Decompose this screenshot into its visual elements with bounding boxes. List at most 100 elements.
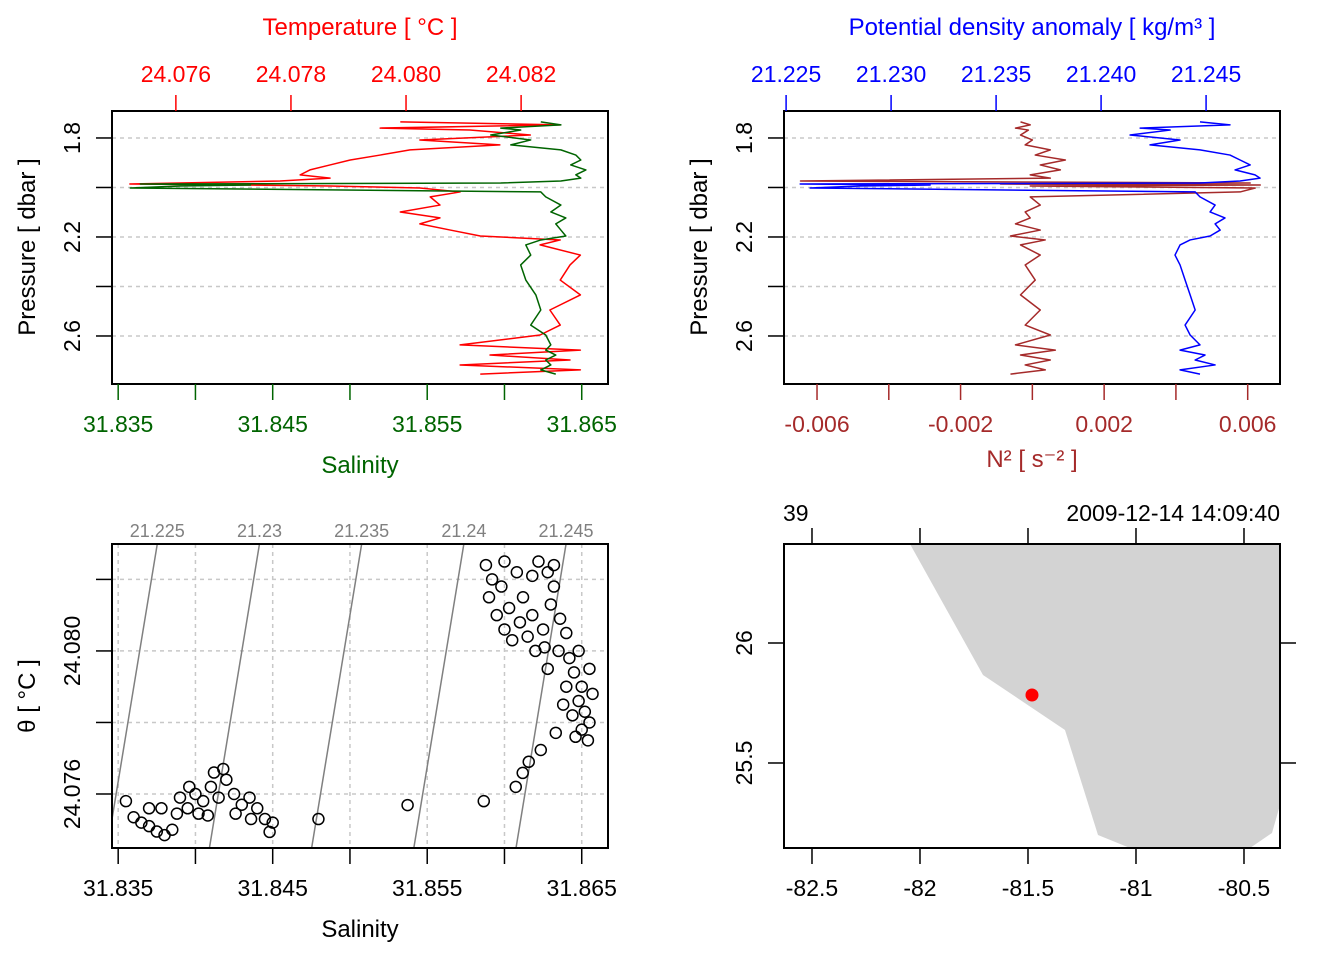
ts-point — [201, 809, 215, 822]
n2-axis-title: N² [ s⁻² ] — [986, 446, 1077, 473]
theta-axis-tick-label: 24.080 — [59, 616, 85, 686]
ts-point — [485, 573, 499, 586]
ts-point — [509, 780, 523, 794]
density-axis-title: Potential density anomaly [ kg/m³ ] — [849, 14, 1216, 41]
ts-point — [181, 802, 194, 815]
ts-point — [166, 823, 179, 837]
ts-point — [547, 580, 561, 593]
ts-point — [583, 662, 596, 676]
ts-point — [498, 555, 511, 568]
density-axis-tick-label: 21.225 — [751, 61, 821, 87]
ts-point — [510, 566, 524, 579]
ts-point — [155, 802, 168, 815]
ts-point — [235, 798, 249, 811]
pressure-axis-tick-label: 2.2 — [59, 221, 85, 253]
salinity-axis-title: Salinity — [321, 452, 398, 479]
ts-point — [541, 566, 554, 579]
ts-point — [513, 616, 527, 629]
ts-point — [227, 787, 241, 801]
longitude-axis-tick-label: -82.5 — [786, 875, 838, 901]
ts-point — [150, 825, 164, 838]
temperature-axis-tick-label: 24.082 — [486, 61, 556, 87]
ts-point — [538, 641, 551, 654]
ts-point — [563, 651, 576, 665]
salinity-axis-tick-label: 31.845 — [238, 411, 308, 437]
ts-point — [567, 666, 581, 679]
theta-axis-title: θ [ °C ] — [14, 659, 41, 733]
pressure-axis-tick-label: 1.8 — [731, 122, 757, 154]
map-frame — [783, 543, 1281, 849]
ts-point — [479, 558, 493, 572]
station-marker — [1025, 688, 1039, 702]
isopycnal-label: 21.24 — [441, 521, 486, 541]
ts-point — [401, 798, 414, 812]
ts-point — [572, 644, 585, 658]
longitude-axis-tick-label: -81 — [1119, 875, 1152, 901]
isopycnal-label: 21.235 — [334, 521, 389, 541]
ts-point — [135, 816, 148, 829]
ts-point — [544, 598, 558, 611]
latitude-axis-tick-label: 26 — [731, 630, 757, 656]
latitude-axis-tick-label: 25.5 — [731, 741, 757, 786]
ts-point — [192, 807, 205, 820]
pressure-axis-tick-label: 1.8 — [59, 122, 85, 154]
pressure-axis-tick-label: 2.2 — [731, 221, 757, 253]
ts-point — [204, 780, 218, 794]
ts-point — [173, 791, 187, 804]
ts-point — [482, 591, 496, 604]
ts-point — [498, 623, 511, 636]
ts-point — [244, 812, 258, 826]
map-time-label: 2009-12-14 14:09:40 — [1066, 500, 1280, 526]
isopycnal-line — [515, 544, 567, 848]
ts-point — [575, 723, 588, 736]
ts-point — [581, 734, 595, 747]
ts-point — [490, 608, 503, 622]
isopycnal-label: 21.245 — [539, 521, 594, 541]
pressure-axis-tick-label: 2.6 — [731, 320, 757, 352]
n2-axis-tick-label: -0.006 — [784, 411, 849, 437]
ts-point — [250, 802, 264, 815]
ts-point — [553, 612, 567, 625]
ts-point — [263, 825, 276, 839]
ts-point — [119, 794, 133, 808]
isopycnal-line — [112, 544, 159, 824]
isopycnal-line — [208, 544, 261, 848]
ts-point — [578, 705, 592, 718]
ts-point — [516, 766, 529, 780]
density-axis-tick-label: 21.240 — [1066, 61, 1136, 87]
pressure-axis-title-2: Pressure [ dbar ] — [686, 158, 713, 335]
density-axis-tick-label: 21.245 — [1171, 61, 1241, 87]
isopycnal-label: 21.225 — [130, 521, 185, 541]
ts-point — [526, 608, 539, 622]
ts-point — [212, 791, 225, 804]
ts-point — [502, 601, 516, 615]
ts-salinity-axis-tick-label: 31.835 — [83, 875, 153, 901]
ts-point — [522, 755, 535, 769]
ts-point — [569, 730, 582, 744]
ts-point — [556, 698, 570, 711]
ts-point — [217, 762, 230, 776]
ts-point — [560, 680, 573, 693]
longitude-axis-tick-label: -82 — [903, 875, 936, 901]
map-station-label: 39 — [783, 500, 809, 526]
ts-salinity-axis-tick-label: 31.865 — [547, 875, 617, 901]
pressure-axis-title-1: Pressure [ dbar ] — [14, 158, 41, 335]
ts-point — [532, 555, 545, 568]
ts-point — [505, 633, 519, 647]
theta-axis-tick-label: 24.076 — [59, 759, 85, 829]
pressure-axis-tick-label: 2.6 — [59, 320, 85, 352]
isopycnal-line — [413, 544, 465, 848]
ts-point — [526, 569, 539, 583]
ts-point — [575, 680, 588, 693]
isopycnal-line — [310, 544, 363, 848]
ts-point — [541, 662, 554, 676]
ts-point — [534, 743, 548, 757]
longitude-axis-tick-label: -81.5 — [1002, 875, 1054, 901]
ts-point — [243, 791, 256, 804]
temperature-axis-tick-label: 24.076 — [141, 61, 211, 87]
land-polygon — [909, 544, 1280, 848]
ts-point — [189, 787, 202, 801]
ts-point — [549, 726, 563, 740]
n2-axis-tick-label: 0.006 — [1219, 411, 1277, 437]
